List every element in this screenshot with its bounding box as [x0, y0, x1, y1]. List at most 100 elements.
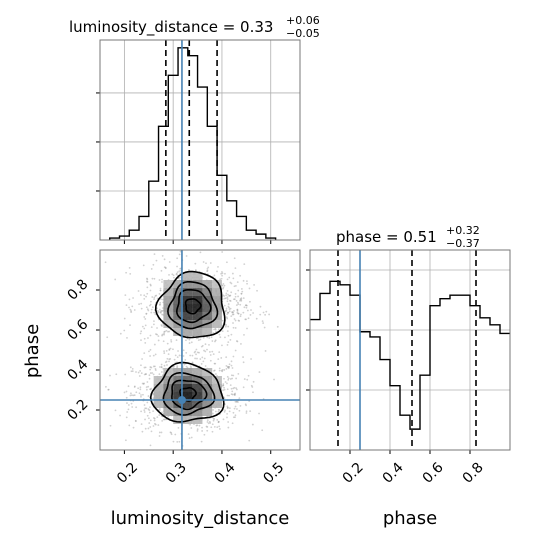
scatter-point: [231, 272, 234, 275]
scatter-point: [214, 245, 216, 247]
scatter-point: [158, 431, 161, 434]
scatter-point: [143, 337, 146, 340]
scatter-point: [223, 410, 226, 413]
scatter-point: [214, 410, 217, 413]
scatter-point: [138, 303, 140, 306]
scatter-point: [160, 298, 162, 301]
scatter-point: [133, 385, 136, 388]
scatter-point: [127, 385, 130, 388]
scatter-point: [162, 307, 164, 309]
phase-xtick-label: 0.8: [460, 460, 487, 487]
scatter-point: [201, 344, 204, 347]
scatter-point: [227, 421, 230, 423]
density-cell: [173, 368, 183, 376]
scatter-point: [221, 272, 224, 275]
scatter-point: [221, 344, 223, 347]
scatter-point: [157, 335, 160, 338]
scatter-point: [242, 297, 245, 300]
scatter-point: [226, 394, 229, 397]
scatter-point: [164, 267, 167, 270]
scatter-point: [224, 297, 227, 300]
density-cell: [182, 376, 193, 384]
scatter-point: [159, 455, 161, 457]
scatter-point: [227, 341, 230, 343]
scatter-point: [145, 407, 148, 410]
scatter-point: [188, 437, 191, 439]
scatter-point: [164, 361, 167, 364]
scatter-point: [209, 422, 212, 424]
scatter-point: [221, 330, 224, 333]
scatter-point: [129, 394, 132, 397]
scatter-point: [160, 371, 163, 373]
scatter-point: [163, 364, 166, 367]
scatter-point: [224, 325, 227, 328]
scatter-point: [109, 424, 112, 427]
scatter-point: [153, 365, 156, 368]
scatter-point: [140, 302, 143, 305]
scatter-point: [239, 315, 242, 318]
scatter-point: [161, 278, 163, 281]
scatter-point: [191, 361, 194, 364]
scatter-point: [194, 357, 197, 360]
scatter-point: [220, 277, 223, 280]
scatter-point: [229, 307, 232, 310]
scatter-point: [237, 312, 240, 315]
scatter-point: [173, 365, 175, 368]
scatter-point: [153, 311, 156, 314]
scatter-point: [153, 343, 156, 346]
scatter-point: [146, 277, 148, 280]
scatter-point: [256, 289, 258, 292]
scatter-point: [177, 350, 179, 352]
scatter-point: [146, 401, 149, 404]
scatter-point: [237, 401, 239, 403]
scatter-point: [160, 431, 163, 434]
scatter-point: [149, 372, 152, 374]
scatter-point: [149, 284, 152, 287]
scatter-point: [146, 280, 149, 283]
scatter-point: [245, 304, 248, 307]
scatter-point: [168, 348, 171, 351]
scatter-point: [250, 358, 252, 360]
density-cell: [192, 312, 203, 320]
scatter-point: [232, 313, 235, 316]
scatter-point: [125, 390, 128, 393]
scatter-point: [221, 271, 223, 273]
scatter-point: [227, 426, 230, 429]
scatter-point: [245, 306, 248, 309]
scatter-point: [242, 356, 244, 358]
scatter-point: [226, 296, 229, 299]
luminosity-distance-xtick-label: 0.4: [212, 460, 239, 487]
scatter-point: [213, 418, 216, 420]
scatter-point: [206, 269, 209, 272]
scatter-point: [218, 428, 221, 430]
scatter-point: [183, 363, 186, 366]
scatter-point: [149, 426, 152, 428]
scatter-point: [233, 298, 236, 301]
scatter-point: [230, 374, 233, 377]
density-cell: [163, 400, 174, 408]
scatter-point: [226, 311, 229, 314]
scatter-point: [218, 425, 221, 428]
scatter-point: [161, 334, 163, 337]
scatter-point: [231, 377, 234, 380]
scatter-point: [229, 384, 232, 387]
scatter-point: [243, 333, 245, 336]
scatter-point: [226, 300, 229, 303]
scatter-point: [226, 405, 229, 408]
scatter-point: [230, 364, 233, 367]
phase-ytick-label: 0.2: [64, 396, 91, 423]
scatter-point: [237, 372, 240, 375]
scatter-point: [159, 310, 162, 313]
scatter-point: [149, 444, 152, 447]
scatter-point: [225, 356, 228, 359]
scatter-point: [227, 334, 230, 337]
density-cell: [163, 296, 174, 304]
scatter-point: [156, 309, 159, 312]
scatter-point: [135, 371, 137, 373]
scatter-point: [243, 378, 246, 380]
scatter-point: [246, 282, 248, 285]
scatter-point: [148, 422, 151, 424]
scatter-point: [140, 423, 143, 426]
scatter-point: [237, 289, 240, 292]
scatter-point: [196, 424, 199, 427]
